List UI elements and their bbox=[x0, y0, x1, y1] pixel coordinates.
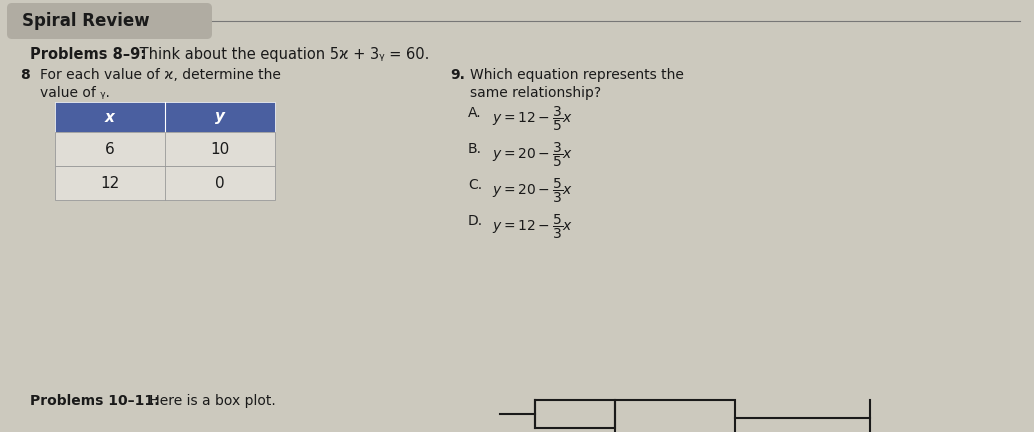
Text: Problems 10–11:: Problems 10–11: bbox=[30, 394, 159, 408]
Text: x: x bbox=[105, 109, 115, 124]
Text: B.: B. bbox=[468, 142, 482, 156]
Text: 6: 6 bbox=[105, 142, 115, 156]
Text: y: y bbox=[215, 109, 225, 124]
Text: A.: A. bbox=[468, 106, 482, 120]
Text: Here is a box plot.: Here is a box plot. bbox=[145, 394, 276, 408]
Text: 0: 0 bbox=[215, 175, 224, 191]
Bar bbox=[55, 102, 275, 132]
Text: D.: D. bbox=[468, 214, 483, 228]
Text: same relationship?: same relationship? bbox=[470, 86, 601, 100]
Bar bbox=[535, 400, 615, 428]
Text: C.: C. bbox=[468, 178, 482, 192]
Text: 9.: 9. bbox=[450, 68, 465, 82]
Text: Think about the equation 5ϰ + 3ᵧ = 60.: Think about the equation 5ϰ + 3ᵧ = 60. bbox=[135, 47, 429, 62]
Text: $y = 12 - \dfrac{3}{5}x$: $y = 12 - \dfrac{3}{5}x$ bbox=[492, 105, 573, 133]
Text: 10: 10 bbox=[210, 142, 230, 156]
Bar bbox=[615, 400, 735, 432]
Bar bbox=[55, 166, 275, 200]
Text: value of ᵧ.: value of ᵧ. bbox=[40, 86, 110, 100]
Text: $y = 12 - \dfrac{5}{3}x$: $y = 12 - \dfrac{5}{3}x$ bbox=[492, 213, 573, 241]
Text: $y = 20 - \dfrac{3}{5}x$: $y = 20 - \dfrac{3}{5}x$ bbox=[492, 141, 573, 169]
Bar bbox=[55, 132, 275, 166]
Text: $y = 20 - \dfrac{5}{3}x$: $y = 20 - \dfrac{5}{3}x$ bbox=[492, 177, 573, 205]
Text: Spiral Review: Spiral Review bbox=[22, 12, 150, 30]
Text: Problems 8–9:: Problems 8–9: bbox=[30, 47, 146, 62]
FancyBboxPatch shape bbox=[7, 3, 212, 39]
Text: For each value of ϰ, determine the: For each value of ϰ, determine the bbox=[40, 68, 281, 82]
Text: Which equation represents the: Which equation represents the bbox=[470, 68, 683, 82]
Text: 8: 8 bbox=[21, 68, 30, 82]
Text: 12: 12 bbox=[100, 175, 120, 191]
